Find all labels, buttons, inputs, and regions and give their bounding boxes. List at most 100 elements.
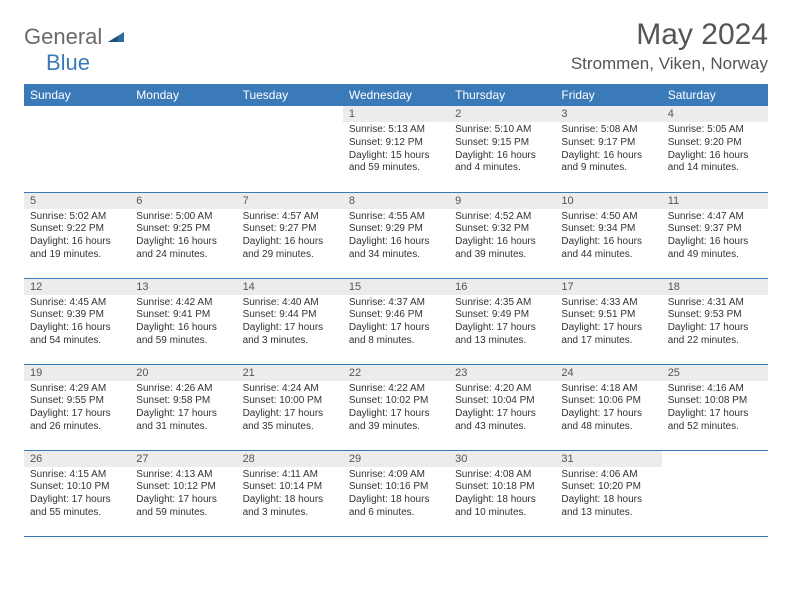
day-detail-line: Sunrise: 4:09 AM bbox=[349, 469, 443, 482]
day-detail-line: Sunrise: 5:02 AM bbox=[30, 211, 124, 224]
day-detail-line: and 9 minutes. bbox=[561, 162, 655, 175]
day-detail-line: Daylight: 18 hours bbox=[561, 494, 655, 507]
day-detail-line: and 19 minutes. bbox=[30, 249, 124, 262]
day-detail-line: Sunrise: 5:08 AM bbox=[561, 124, 655, 137]
day-number: 11 bbox=[662, 193, 768, 209]
calendar-week-row: 26Sunrise: 4:15 AMSunset: 10:10 PMDaylig… bbox=[24, 450, 768, 536]
day-detail-line: Sunrise: 4:24 AM bbox=[243, 383, 337, 396]
day-number: 7 bbox=[237, 193, 343, 209]
calendar-day-cell: 11Sunrise: 4:47 AMSunset: 9:37 PMDayligh… bbox=[662, 192, 768, 278]
day-detail-line: Daylight: 16 hours bbox=[349, 236, 443, 249]
day-details: Sunrise: 4:15 AMSunset: 10:10 PMDaylight… bbox=[24, 467, 130, 524]
day-number bbox=[130, 106, 236, 122]
calendar-day-cell bbox=[662, 450, 768, 536]
day-detail-line: and 43 minutes. bbox=[455, 421, 549, 434]
day-detail-line: Sunrise: 4:45 AM bbox=[30, 297, 124, 310]
day-details: Sunrise: 4:09 AMSunset: 10:16 PMDaylight… bbox=[343, 467, 449, 524]
day-detail-line: and 48 minutes. bbox=[561, 421, 655, 434]
day-details: Sunrise: 4:45 AMSunset: 9:39 PMDaylight:… bbox=[24, 295, 130, 352]
day-details: Sunrise: 4:24 AMSunset: 10:00 PMDaylight… bbox=[237, 381, 343, 438]
day-detail-line: and 49 minutes. bbox=[668, 249, 762, 262]
day-detail-line: Daylight: 17 hours bbox=[30, 494, 124, 507]
day-number: 5 bbox=[24, 193, 130, 209]
calendar-day-cell: 30Sunrise: 4:08 AMSunset: 10:18 PMDaylig… bbox=[449, 450, 555, 536]
logo-text-general: General bbox=[24, 24, 102, 50]
day-detail-line: Sunset: 10:06 PM bbox=[561, 395, 655, 408]
day-detail-line: and 22 minutes. bbox=[668, 335, 762, 348]
calendar-day-cell: 8Sunrise: 4:55 AMSunset: 9:29 PMDaylight… bbox=[343, 192, 449, 278]
day-detail-line: and 10 minutes. bbox=[455, 507, 549, 520]
day-detail-line: Sunset: 9:39 PM bbox=[30, 309, 124, 322]
calendar-body: 1Sunrise: 5:13 AMSunset: 9:12 PMDaylight… bbox=[24, 106, 768, 536]
day-detail-line: Sunrise: 4:08 AM bbox=[455, 469, 549, 482]
day-number: 23 bbox=[449, 365, 555, 381]
day-detail-line: and 52 minutes. bbox=[668, 421, 762, 434]
day-detail-line: Sunset: 9:27 PM bbox=[243, 223, 337, 236]
day-detail-line: Daylight: 16 hours bbox=[561, 236, 655, 249]
day-detail-line: Sunrise: 4:22 AM bbox=[349, 383, 443, 396]
day-details: Sunrise: 5:05 AMSunset: 9:20 PMDaylight:… bbox=[662, 122, 768, 179]
logo-text-blue: Blue bbox=[46, 50, 90, 76]
day-detail-line: Sunset: 9:51 PM bbox=[561, 309, 655, 322]
day-details: Sunrise: 4:55 AMSunset: 9:29 PMDaylight:… bbox=[343, 209, 449, 266]
day-detail-line: Sunrise: 4:06 AM bbox=[561, 469, 655, 482]
day-number: 8 bbox=[343, 193, 449, 209]
day-detail-line: Daylight: 17 hours bbox=[561, 408, 655, 421]
calendar-day-cell bbox=[237, 106, 343, 192]
calendar-day-cell: 25Sunrise: 4:16 AMSunset: 10:08 PMDaylig… bbox=[662, 364, 768, 450]
weekday-header: Sunday bbox=[24, 84, 130, 106]
calendar-day-cell: 31Sunrise: 4:06 AMSunset: 10:20 PMDaylig… bbox=[555, 450, 661, 536]
location: Strommen, Viken, Norway bbox=[571, 54, 768, 74]
day-detail-line: Sunrise: 5:13 AM bbox=[349, 124, 443, 137]
weekday-header: Thursday bbox=[449, 84, 555, 106]
calendar-day-cell: 15Sunrise: 4:37 AMSunset: 9:46 PMDayligh… bbox=[343, 278, 449, 364]
day-number bbox=[237, 106, 343, 122]
day-details: Sunrise: 4:57 AMSunset: 9:27 PMDaylight:… bbox=[237, 209, 343, 266]
day-details: Sunrise: 5:10 AMSunset: 9:15 PMDaylight:… bbox=[449, 122, 555, 179]
day-detail-line: Sunrise: 4:40 AM bbox=[243, 297, 337, 310]
day-detail-line: and 35 minutes. bbox=[243, 421, 337, 434]
calendar-day-cell: 19Sunrise: 4:29 AMSunset: 9:55 PMDayligh… bbox=[24, 364, 130, 450]
day-detail-line: Sunset: 9:49 PM bbox=[455, 309, 549, 322]
day-details: Sunrise: 4:42 AMSunset: 9:41 PMDaylight:… bbox=[130, 295, 236, 352]
day-detail-line: Daylight: 16 hours bbox=[30, 236, 124, 249]
calendar-day-cell: 12Sunrise: 4:45 AMSunset: 9:39 PMDayligh… bbox=[24, 278, 130, 364]
day-detail-line: Sunset: 10:18 PM bbox=[455, 481, 549, 494]
calendar-day-cell: 7Sunrise: 4:57 AMSunset: 9:27 PMDaylight… bbox=[237, 192, 343, 278]
day-detail-line: and 44 minutes. bbox=[561, 249, 655, 262]
day-number: 4 bbox=[662, 106, 768, 122]
day-detail-line: Sunrise: 4:26 AM bbox=[136, 383, 230, 396]
day-detail-line: Sunset: 9:41 PM bbox=[136, 309, 230, 322]
day-detail-line: and 6 minutes. bbox=[349, 507, 443, 520]
day-details: Sunrise: 4:50 AMSunset: 9:34 PMDaylight:… bbox=[555, 209, 661, 266]
day-detail-line: and 24 minutes. bbox=[136, 249, 230, 262]
day-details: Sunrise: 4:47 AMSunset: 9:37 PMDaylight:… bbox=[662, 209, 768, 266]
day-detail-line: Sunrise: 4:33 AM bbox=[561, 297, 655, 310]
day-detail-line: Sunrise: 4:55 AM bbox=[349, 211, 443, 224]
day-detail-line: and 14 minutes. bbox=[668, 162, 762, 175]
day-detail-line: and 59 minutes. bbox=[136, 507, 230, 520]
day-detail-line: Sunrise: 4:42 AM bbox=[136, 297, 230, 310]
day-detail-line: Daylight: 17 hours bbox=[668, 408, 762, 421]
day-detail-line: Daylight: 17 hours bbox=[668, 322, 762, 335]
day-detail-line: Daylight: 17 hours bbox=[243, 322, 337, 335]
calendar-day-cell: 4Sunrise: 5:05 AMSunset: 9:20 PMDaylight… bbox=[662, 106, 768, 192]
day-details: Sunrise: 4:31 AMSunset: 9:53 PMDaylight:… bbox=[662, 295, 768, 352]
calendar-day-cell: 20Sunrise: 4:26 AMSunset: 9:58 PMDayligh… bbox=[130, 364, 236, 450]
day-detail-line: and 55 minutes. bbox=[30, 507, 124, 520]
day-detail-line: and 59 minutes. bbox=[136, 335, 230, 348]
day-detail-line: Sunset: 9:44 PM bbox=[243, 309, 337, 322]
day-detail-line: Daylight: 18 hours bbox=[349, 494, 443, 507]
day-detail-line: Sunrise: 4:35 AM bbox=[455, 297, 549, 310]
day-detail-line: Daylight: 16 hours bbox=[136, 322, 230, 335]
day-details: Sunrise: 4:40 AMSunset: 9:44 PMDaylight:… bbox=[237, 295, 343, 352]
day-detail-line: Daylight: 16 hours bbox=[455, 150, 549, 163]
weekday-header: Saturday bbox=[662, 84, 768, 106]
day-number: 16 bbox=[449, 279, 555, 295]
day-detail-line: and 8 minutes. bbox=[349, 335, 443, 348]
day-detail-line: Daylight: 17 hours bbox=[349, 322, 443, 335]
day-detail-line: and 17 minutes. bbox=[561, 335, 655, 348]
day-number: 9 bbox=[449, 193, 555, 209]
calendar-day-cell: 22Sunrise: 4:22 AMSunset: 10:02 PMDaylig… bbox=[343, 364, 449, 450]
day-number: 21 bbox=[237, 365, 343, 381]
